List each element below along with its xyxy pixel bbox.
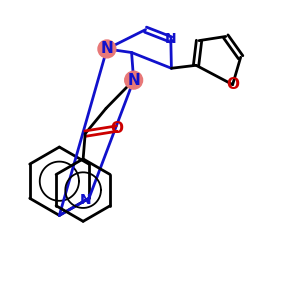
Text: N: N [165,32,177,46]
Text: N: N [127,73,140,88]
Circle shape [125,71,142,89]
Text: N: N [100,41,113,56]
Circle shape [98,40,116,58]
Text: N: N [80,193,92,207]
Text: O: O [110,121,123,136]
Text: O: O [226,77,239,92]
